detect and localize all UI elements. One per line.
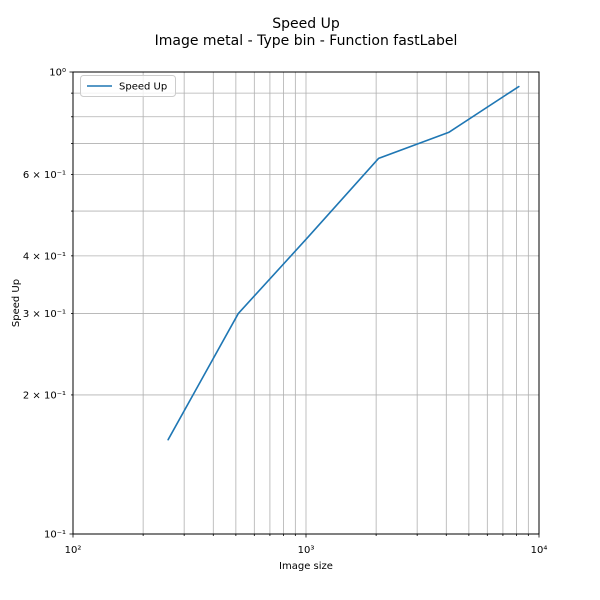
x-tick-label: 10³ [298,545,315,556]
legend-label: Speed Up [119,82,167,93]
y-axis-label: Speed Up [11,279,22,327]
series-layer [167,85,520,441]
y-tick-label: 6 × 10⁻¹ [23,170,66,181]
y-tick-label: 2 × 10⁻¹ [23,390,66,401]
legend-box [80,75,176,97]
x-tick-label: 10⁴ [531,545,548,556]
tick-layer: 10² 10³ 10⁴ 10⁰ 6 × 10⁻¹ 4 × 10⁻¹ 3 × 10⁻¹ 2 × … [23,68,547,557]
y-tick-label: 10⁻¹ [44,530,66,541]
chart-title: Speed Up [272,16,340,32]
x-axis-label: Image size [279,561,333,572]
x-tick-label: 10² [65,545,82,556]
grid-layer [72,71,540,535]
y-tick-label: 4 × 10⁻¹ [23,251,66,262]
y-tick-label: 10⁰ [49,68,66,79]
chart-subtitle: Image metal - Type bin - Function fastLa… [155,33,458,49]
speedup-line [167,85,520,441]
legend: Speed Up [80,75,176,97]
y-tick-label: 3 × 10⁻¹ [23,309,66,320]
